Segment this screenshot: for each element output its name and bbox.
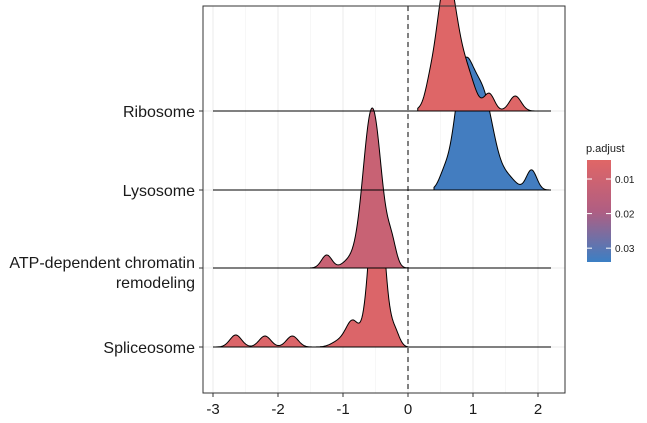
- legend-tick-label: 0.01: [615, 175, 635, 186]
- legend: p.adjust 0.01 0.02 0.03: [586, 143, 635, 262]
- y-tick-label: remodeling: [116, 275, 195, 292]
- x-tick-label: -3: [206, 401, 219, 418]
- y-tick-label: Ribosome: [123, 104, 195, 121]
- legend-ticks: 0.01 0.02 0.03: [587, 175, 635, 255]
- ridges: [213, 0, 552, 348]
- legend-colorbar: [587, 160, 611, 262]
- ridge-atp-dependent-chromatin-remodeling: [213, 107, 551, 269]
- ridge-density-area: [417, 0, 551, 111]
- plot-border: [202, 5, 566, 394]
- x-tick-label: 2: [534, 401, 542, 418]
- y-tick-label: Lysosome: [123, 183, 195, 200]
- legend-tick-label: 0.02: [615, 210, 635, 221]
- legend-tick-label: 0.03: [615, 244, 635, 255]
- ridge-density-outline: [310, 107, 409, 269]
- x-tick-label: -1: [336, 401, 349, 418]
- y-axis-ticks: [199, 110, 203, 348]
- ridge-density-outline: [433, 56, 552, 191]
- y-tick-label: ATP-dependent chromatin: [9, 255, 195, 272]
- y-tick-label: Spliceosome: [103, 340, 195, 357]
- legend-title: p.adjust: [586, 143, 625, 155]
- x-axis: -3 -2 -1 0 1 2: [206, 393, 542, 418]
- ridge-density-area: [310, 108, 408, 268]
- x-tick-label: 1: [469, 401, 477, 418]
- y-axis-labels: Spliceosome ATP-dependent chromatin remode…: [9, 104, 195, 357]
- x-tick-label: -2: [271, 401, 284, 418]
- x-tick-label: 0: [404, 401, 412, 418]
